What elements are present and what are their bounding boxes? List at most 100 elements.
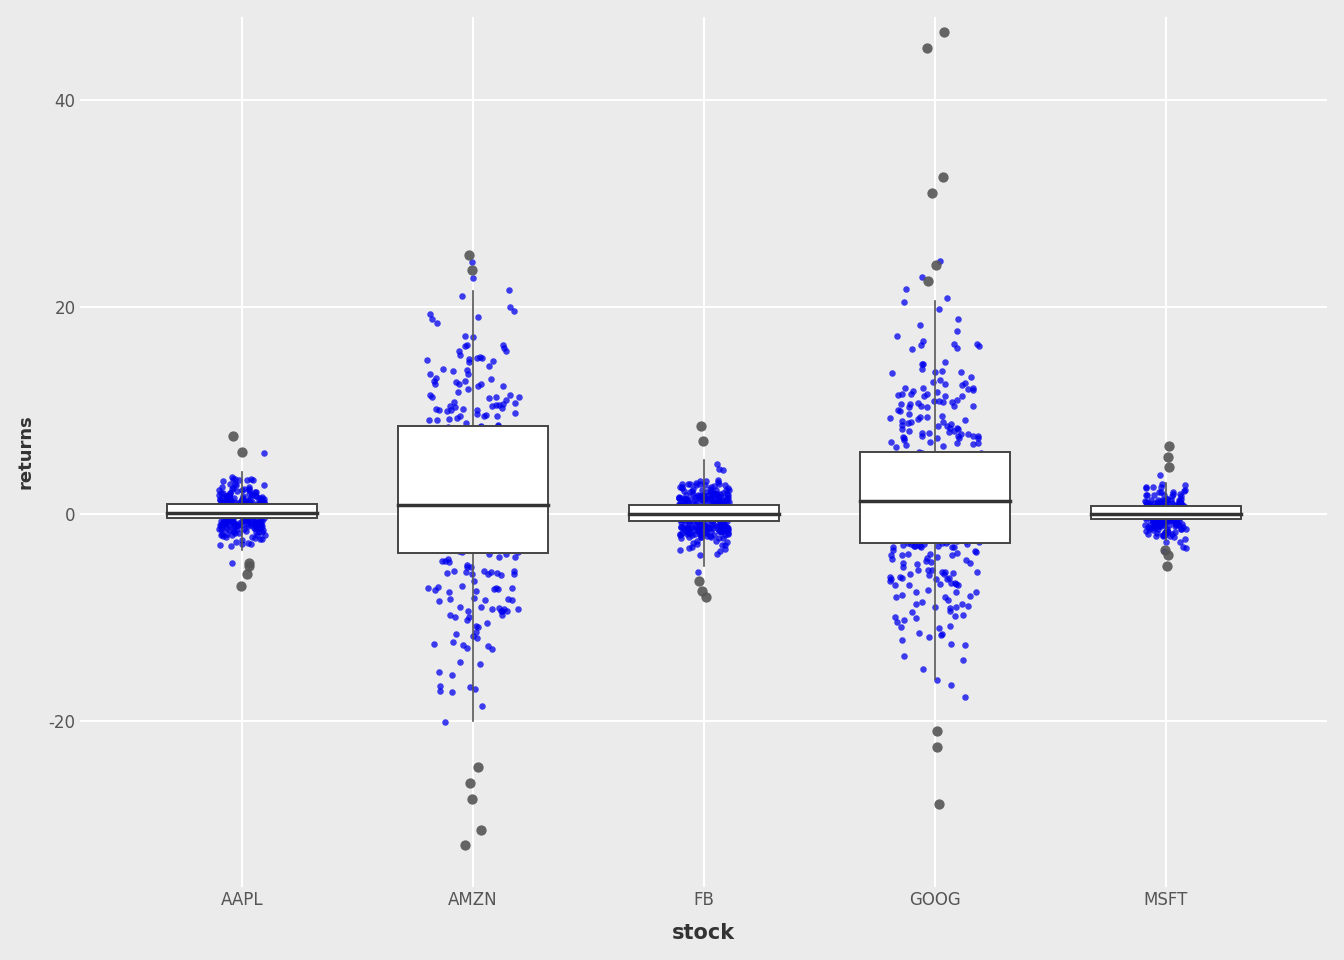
Point [211,480,233,495]
Point [677,476,699,492]
Point [452,579,473,594]
Point [1134,509,1156,524]
Point [1163,486,1184,501]
Point [458,247,480,262]
Point [243,508,265,523]
Point [961,498,982,514]
Point [929,372,950,388]
Point [239,505,261,520]
Point [238,497,259,513]
Point [444,563,465,578]
Point [497,603,519,618]
Point [699,496,720,512]
Point [477,448,499,464]
Point [253,510,274,525]
Point [931,364,953,379]
Point [231,482,253,497]
Point [444,462,465,477]
Point [496,513,517,528]
Point [689,489,711,504]
Point [485,397,507,413]
Point [700,510,722,525]
Point [238,495,259,511]
Point [227,495,249,511]
Bar [167,504,317,517]
Point [1172,519,1193,535]
Point [668,491,689,506]
Point [243,516,265,532]
Point [930,525,952,540]
Point [689,473,711,489]
Point [914,453,935,468]
Point [434,447,456,463]
Point [702,495,723,511]
Point [677,493,699,509]
Point [922,185,943,201]
Point [461,566,482,582]
Point [956,462,977,477]
Point [671,509,692,524]
Point [239,487,261,502]
Point [1175,477,1196,492]
Point [488,433,509,448]
Point [937,571,958,587]
Point [671,530,692,545]
Point [487,419,508,434]
Point [715,497,737,513]
Point [458,603,480,618]
Point [470,418,492,433]
Point [228,517,250,533]
Point [211,526,233,541]
Point [708,474,730,490]
Point [214,505,235,520]
Point [931,536,953,551]
Point [450,532,472,547]
Point [968,338,989,353]
Point [247,524,269,540]
Point [243,512,265,527]
Point [242,493,263,509]
Point [1136,480,1157,495]
Point [900,387,922,402]
Point [669,497,691,513]
Point [896,546,918,562]
Point [890,460,911,475]
Point [1153,527,1175,542]
Point [473,408,495,423]
Point [233,511,254,526]
Point [883,471,905,487]
Point [1165,516,1187,531]
Point [1156,502,1177,517]
Point [1153,514,1175,529]
Point [672,520,694,536]
Point [219,495,241,511]
Point [896,526,918,541]
Point [1157,449,1179,465]
Point [223,491,245,506]
Point [211,498,233,514]
Point [1152,496,1173,512]
Point [923,364,945,379]
Point [685,477,707,492]
Point [219,485,241,500]
Point [913,508,934,523]
Point [493,601,515,616]
Point [247,496,269,512]
Point [918,583,939,598]
Point [241,515,262,530]
Point [907,411,929,426]
Point [716,523,738,539]
Point [939,600,961,615]
Point [716,519,738,535]
Point [692,515,714,530]
Point [1161,489,1183,504]
Point [703,485,724,500]
Point [1161,503,1183,518]
Point [222,501,243,516]
Point [673,510,695,525]
Point [237,566,258,582]
Point [695,518,716,534]
Point [960,462,981,477]
Point [718,510,739,525]
Point [891,632,913,647]
